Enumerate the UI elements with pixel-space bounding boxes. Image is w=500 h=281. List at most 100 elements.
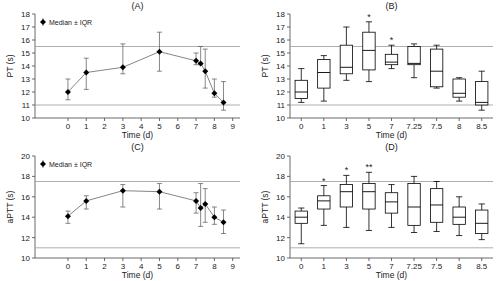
y-tick (287, 217, 290, 218)
error-cap (120, 43, 125, 44)
whisker-lower (459, 224, 460, 235)
x-tick (104, 118, 105, 121)
legend-label: Median ± IQR (49, 161, 92, 169)
x-tick (301, 258, 302, 261)
error-cap (203, 88, 208, 89)
median-line (385, 201, 397, 202)
y-tick (287, 105, 290, 106)
x-tick (67, 258, 68, 261)
legend: Median ± IQR (40, 18, 92, 27)
x-tick (481, 118, 482, 121)
error-cap (65, 99, 70, 100)
error-cap (157, 32, 162, 33)
x-tick (323, 258, 324, 261)
y-tick-label: 14 (21, 62, 30, 71)
y-tick-label: 20 (21, 152, 30, 161)
error-cap (203, 49, 208, 50)
x-tick-label: 0 (299, 122, 304, 131)
x-tick (346, 118, 347, 121)
whisker-cap (411, 77, 417, 78)
y-tick-label: 15 (276, 49, 285, 58)
error-cap (120, 73, 125, 74)
error-cap (221, 210, 226, 211)
whisker-upper (368, 172, 369, 183)
y-tick (32, 79, 35, 80)
y-tick (287, 14, 290, 15)
marker (193, 198, 199, 204)
error-cap (198, 226, 203, 227)
box (363, 32, 375, 70)
panel: (C)1012141618200123456789Time (d)aPTT (s… (5, 142, 240, 280)
x-tick (67, 118, 68, 121)
y-tick (32, 237, 35, 238)
box (408, 184, 420, 226)
error-bar (200, 184, 201, 227)
x-tick-label: 5 (367, 262, 372, 271)
x-tick (177, 118, 178, 121)
whisker-lower (368, 209, 369, 230)
whisker-cap (321, 225, 327, 226)
error-cap (212, 224, 217, 225)
x-tick-label: 7.5 (431, 262, 443, 271)
x-tick-label: 5 (157, 122, 162, 131)
reference-line (290, 181, 493, 182)
x-axis (35, 258, 240, 259)
panel: (B)101112131415161718013577.257.588.5Tim… (260, 1, 493, 140)
whisker-cap (456, 235, 462, 236)
box (408, 47, 420, 65)
y-axis-label: aPTT (s) (260, 190, 270, 223)
x-tick-label: 8 (212, 122, 217, 131)
x-tick-label: 8.5 (476, 122, 488, 131)
y-tick-label: 17 (276, 23, 285, 32)
whisker-cap (456, 77, 462, 78)
x-tick (414, 118, 415, 121)
y-tick (32, 40, 35, 41)
error-cap (65, 79, 70, 80)
whisker-lower (368, 70, 369, 82)
panel: (D)101214161820013577.257.588.5Time (d)a… (260, 142, 493, 280)
y-tick-label: 16 (276, 193, 285, 202)
x-tick (86, 118, 87, 121)
x-tick (122, 118, 123, 121)
whisker-cap (456, 196, 462, 197)
median-line (385, 62, 397, 63)
x-tick-label: 8 (212, 262, 217, 271)
x-tick (481, 258, 482, 261)
error-cap (157, 71, 162, 72)
box (476, 210, 488, 233)
y-tick-label: 18 (21, 172, 30, 181)
y-axis (290, 156, 291, 258)
y-axis-label: aPTT (s) (5, 190, 15, 223)
y-tick (32, 176, 35, 177)
whisker-cap (388, 227, 394, 228)
error-cap (84, 209, 89, 210)
x-tick-label: 1 (84, 262, 89, 271)
significance-marker: ** (365, 162, 373, 172)
x-tick (159, 258, 160, 261)
y-tick-label: 11 (22, 101, 31, 110)
x-tick-label: 1 (84, 122, 89, 131)
panel-title: (D) (385, 142, 398, 152)
whisker-lower (481, 105, 482, 110)
error-cap (84, 89, 89, 90)
y-tick-label: 10 (21, 254, 30, 263)
panel-title: (C) (131, 142, 144, 152)
whisker-upper (459, 197, 460, 207)
whisker-upper (301, 208, 302, 211)
error-cap (157, 183, 162, 184)
error-cap (65, 223, 70, 224)
y-tick-label: 11 (277, 101, 286, 110)
x-tick-label: 3 (344, 122, 349, 131)
whisker-upper (481, 204, 482, 210)
whisker-cap (479, 110, 485, 111)
significance-marker: * (322, 176, 326, 186)
y-tick-label: 10 (276, 114, 285, 123)
x-tick (214, 258, 215, 261)
whisker-cap (298, 102, 304, 103)
x-tick-label: 7.25 (406, 262, 422, 271)
whisker-upper (414, 176, 415, 183)
whisker-cap (434, 231, 440, 232)
whisker-lower (414, 65, 415, 78)
x-tick (141, 258, 142, 261)
y-tick-label: 14 (21, 213, 30, 222)
